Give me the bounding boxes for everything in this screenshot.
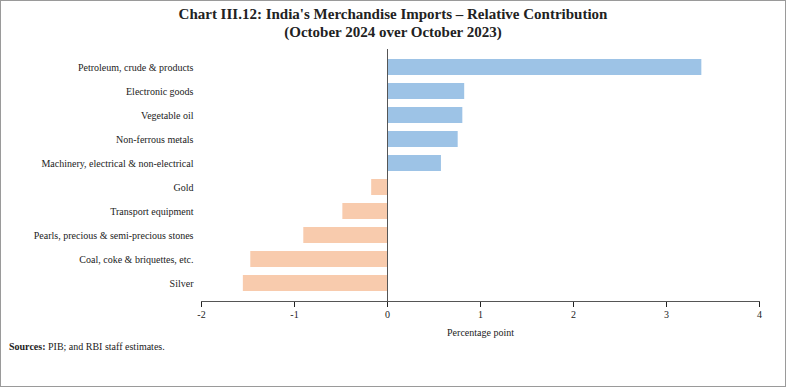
svg-text:Vegetable oil: Vegetable oil [141, 110, 194, 121]
svg-text:-1: -1 [290, 309, 298, 320]
svg-text:Coal, coke & briquettes, etc.: Coal, coke & briquettes, etc. [79, 254, 193, 265]
svg-text:Non-ferrous metals: Non-ferrous metals [116, 134, 194, 145]
svg-text:-2: -2 [197, 309, 205, 320]
svg-text:2: 2 [571, 309, 576, 320]
svg-text:Pearls, precious & semi-precio: Pearls, precious & semi-precious stones [34, 230, 194, 241]
svg-text:Gold: Gold [174, 182, 194, 193]
html-text:Chart III.12: India's Merchand: Chart III.12: India's Merchandise Import… [178, 6, 608, 22]
svg-text:Silver: Silver [170, 278, 195, 289]
svg-text:0: 0 [385, 309, 390, 320]
svg-text:4: 4 [757, 309, 762, 320]
svg-text:Electronic goods: Electronic goods [126, 86, 194, 97]
html-text:(October 2024 over October 202: (October 2024 over October 2023) [284, 24, 502, 40]
svg-text:Transport equipment: Transport equipment [110, 206, 193, 217]
svg-text:3: 3 [664, 309, 669, 320]
svg-text:Machinery, electrical & non-el: Machinery, electrical & non-electrical [41, 158, 193, 169]
svg-text:Percentage point: Percentage point [447, 327, 514, 338]
svg-text:1: 1 [478, 309, 483, 320]
svg-text:Petroleum, crude & products: Petroleum, crude & products [78, 62, 194, 73]
html-text:Sources: PIB; and RBI staff es: Sources: PIB; and RBI staff estimates. [9, 341, 165, 352]
